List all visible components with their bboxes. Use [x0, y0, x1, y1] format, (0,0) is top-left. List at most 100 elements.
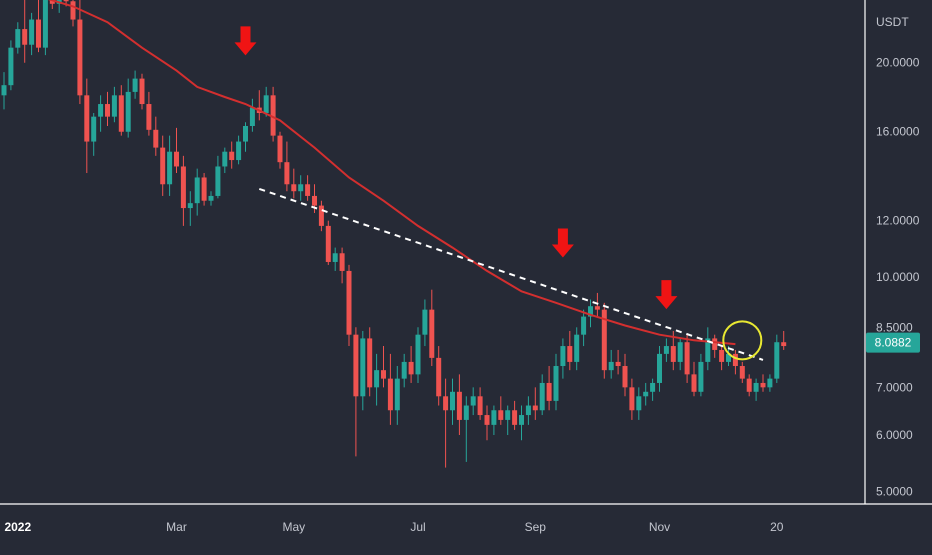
highlight-circle — [722, 320, 763, 361]
candle-body — [339, 253, 345, 271]
candle — [753, 378, 759, 401]
candle — [456, 374, 462, 436]
candle — [201, 173, 207, 206]
candle — [450, 378, 455, 425]
candle — [415, 327, 421, 383]
candle-body — [477, 396, 483, 416]
candle-body — [367, 338, 373, 388]
candle — [588, 299, 593, 328]
candle — [70, 0, 76, 27]
candle-body — [712, 338, 718, 350]
candle-body — [194, 177, 200, 204]
candle — [739, 361, 745, 383]
candle-body — [408, 361, 414, 375]
candle — [236, 135, 242, 165]
candle-body — [160, 147, 166, 185]
candle — [277, 131, 283, 169]
candle — [42, 0, 48, 56]
candle-body — [594, 306, 600, 310]
candle-body — [484, 415, 490, 425]
overlay-lines-layer — [47, 0, 764, 361]
price-tick-label: 10.0000 — [876, 270, 920, 284]
candle — [636, 387, 642, 420]
candle — [484, 405, 490, 441]
candle-body — [236, 141, 242, 161]
candle-body — [463, 405, 469, 420]
candle — [463, 396, 469, 462]
candle — [367, 327, 373, 397]
time-tick-label: Jul — [410, 520, 425, 534]
candle-body — [657, 353, 662, 383]
candle — [532, 387, 538, 420]
candle-body — [422, 309, 428, 335]
candle-body — [615, 361, 621, 367]
candle — [732, 349, 738, 375]
time-axis-ticks: 2022 Mar May Jul Sep Nov 20 — [4, 520, 783, 534]
candle-body — [201, 177, 207, 201]
candle — [615, 349, 621, 375]
candle — [553, 353, 559, 411]
candle — [139, 73, 145, 110]
candle — [91, 112, 97, 156]
candle — [374, 353, 380, 406]
candle — [98, 95, 104, 132]
axes-layer: USDT 8.0882 20.0000 16.0000 12.0000 10.0000… — [0, 0, 932, 534]
candle-body — [70, 1, 76, 20]
candle — [408, 346, 414, 383]
candle — [15, 22, 21, 54]
candle-body — [643, 391, 649, 397]
candle — [8, 40, 14, 91]
candle-body — [622, 366, 628, 388]
time-tick-label: 20 — [770, 520, 784, 534]
candle-body — [325, 225, 331, 262]
candle-body — [360, 338, 366, 397]
candle-body — [105, 104, 110, 117]
candle — [325, 220, 331, 265]
price-tick-label: 8.5000 — [876, 320, 913, 334]
candle-body — [8, 47, 14, 86]
moving-average-line — [47, 0, 736, 346]
candle-body — [91, 116, 97, 142]
annotations-layer — [234, 26, 763, 361]
candle — [470, 387, 476, 416]
arrow-down-icon — [551, 228, 574, 258]
candle-body — [222, 151, 228, 167]
candle — [650, 378, 656, 401]
candle — [712, 334, 718, 358]
candle-body — [636, 396, 642, 411]
candle — [512, 400, 518, 430]
candle-body — [670, 346, 676, 362]
candle — [498, 396, 504, 425]
candle-body — [132, 78, 138, 92]
trendline-dashed — [258, 187, 764, 361]
candle-body — [574, 334, 580, 362]
candle — [270, 86, 276, 142]
candle — [677, 338, 683, 371]
candle-body — [263, 95, 269, 113]
candle-body — [588, 306, 593, 317]
candle-body — [125, 91, 131, 132]
candle-body — [387, 378, 393, 411]
candle-body — [249, 107, 255, 126]
candle-body — [374, 370, 380, 388]
candle — [118, 85, 124, 136]
candle-body — [732, 353, 738, 367]
candle-body — [1, 85, 7, 96]
candle-body — [167, 151, 173, 185]
candle — [781, 330, 787, 350]
candle-body — [677, 342, 683, 362]
candle-body — [739, 366, 745, 379]
candle-body — [601, 309, 607, 371]
candle — [229, 141, 235, 169]
time-tick-label: Sep — [525, 520, 547, 534]
candle-body — [291, 184, 297, 192]
candle-body — [63, 0, 69, 2]
price-tick-label: 7.0000 — [876, 380, 913, 394]
candle-body — [767, 378, 773, 388]
quote-currency-label: USDT — [876, 15, 909, 29]
candle-body — [608, 361, 614, 371]
candle — [305, 175, 311, 201]
candle — [594, 292, 600, 317]
